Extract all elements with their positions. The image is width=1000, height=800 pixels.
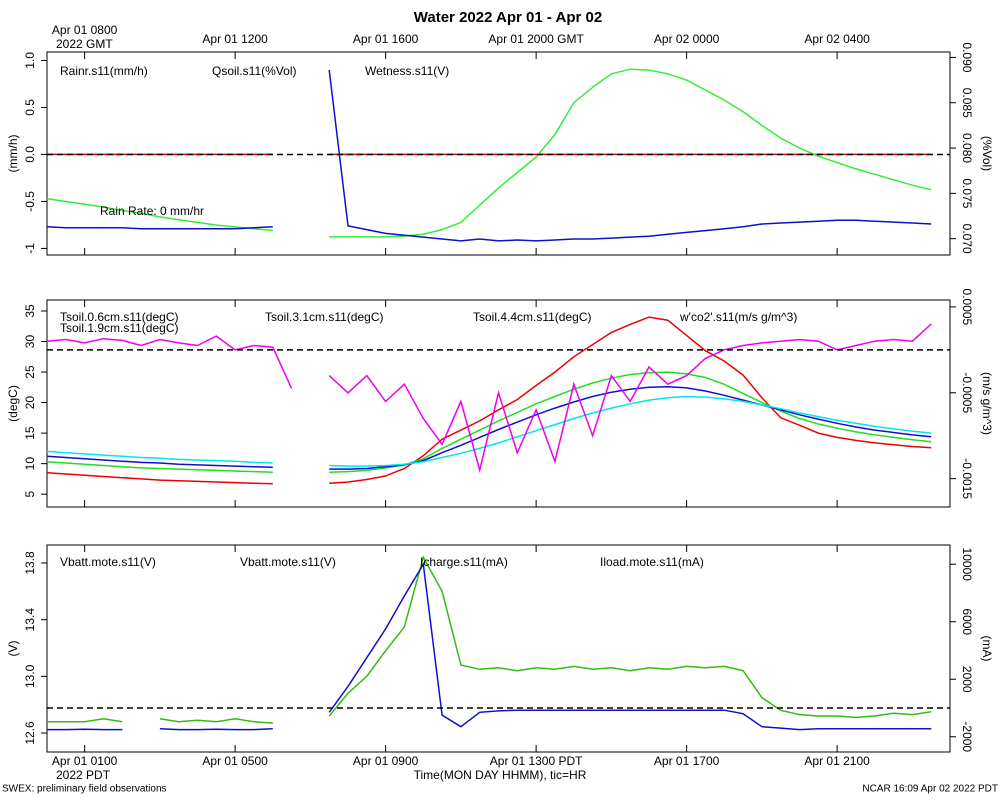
y2-tick-label: -0.0005 bbox=[960, 372, 974, 413]
y-tick-label: 20 bbox=[23, 396, 37, 410]
y-tick-label: 12.6 bbox=[23, 721, 37, 745]
x2-tick-label: Apr 01 0800 bbox=[52, 23, 118, 37]
y2-axis-title: (%Vol) bbox=[980, 136, 994, 171]
y-tick-label: 15 bbox=[23, 426, 37, 440]
legend-label: Qsoil.s11(%Vol) bbox=[212, 64, 296, 78]
x2-tick-label: Apr 01 1200 bbox=[202, 32, 268, 46]
legend-label: Tsoil.1.9cm.s11(degC) bbox=[60, 321, 179, 335]
y-axis-title: (V) bbox=[6, 641, 20, 657]
series-line bbox=[46, 316, 932, 485]
y-tick-label: 13.8 bbox=[23, 551, 37, 575]
x2-tick-label: Apr 02 0400 bbox=[804, 32, 870, 46]
series-line bbox=[46, 69, 932, 242]
y2-tick-label: 0.0005 bbox=[960, 289, 974, 326]
legend-label: Tsoil.3.1cm.s11(degC) bbox=[265, 310, 384, 324]
plot-frame bbox=[46, 51, 951, 256]
series-line bbox=[46, 323, 932, 474]
series-line bbox=[47, 555, 932, 724]
legend-label: Vbatt.mote.s11(V) bbox=[60, 555, 156, 569]
footer-left: SWEX: preliminary field observations bbox=[2, 784, 167, 795]
series-line bbox=[46, 371, 932, 473]
y2-tick-label: 0.085 bbox=[960, 88, 974, 118]
x2-tick-label: Apr 01 1600 bbox=[353, 32, 419, 46]
legend-label: Wetness.s11(V) bbox=[365, 64, 449, 78]
y2-tick-label: 0.075 bbox=[960, 178, 974, 208]
x-tick-label: Apr 01 2100 bbox=[804, 754, 870, 768]
plot-frame bbox=[46, 544, 951, 753]
x-year-label: 2022 PDT bbox=[56, 768, 111, 782]
y-tick-label: 10 bbox=[23, 457, 37, 471]
y2-tick-label: -2000 bbox=[960, 721, 974, 752]
x-tick-label: Apr 01 1700 bbox=[654, 754, 720, 768]
series-line bbox=[46, 68, 932, 238]
x-tick-label: Apr 01 1300 PDT bbox=[490, 754, 583, 768]
y-tick-label: 13.0 bbox=[23, 664, 37, 688]
y2-axis-title: (m/s g/m^3) bbox=[980, 372, 994, 435]
chart-title: Water 2022 Apr 01 - Apr 02 bbox=[414, 9, 602, 26]
footer-right: NCAR 16:09 Apr 02 2022 PDT bbox=[862, 784, 998, 795]
legend-label: Vbatt.mote.s11(V) bbox=[240, 555, 336, 569]
y-tick-label: 0.5 bbox=[23, 99, 37, 116]
y-tick-label: 0.0 bbox=[23, 146, 37, 163]
y-tick-label: 35 bbox=[23, 304, 37, 318]
x2-tick-label: Apr 01 2000 GMT bbox=[488, 32, 584, 46]
y2-tick-label: -0.0015 bbox=[960, 458, 974, 499]
legend-label: Tsoil.4.4cm.s11(degC) bbox=[473, 310, 592, 324]
y2-tick-label: 10000 bbox=[960, 548, 974, 582]
x-tick-label: Apr 01 0100 bbox=[52, 754, 118, 768]
y2-tick-label: 0.070 bbox=[960, 224, 974, 254]
legend-label: Tsoil.0.6cm.s11(degC) bbox=[60, 310, 179, 324]
x-tick-label: Apr 01 0500 bbox=[202, 754, 268, 768]
y-tick-label: 5 bbox=[23, 491, 37, 498]
plot-frame bbox=[46, 299, 951, 508]
y2-axis-title: (mA) bbox=[980, 636, 994, 662]
y-tick-label: 25 bbox=[23, 365, 37, 379]
legend-label: Iload.mote.s11(mA) bbox=[600, 555, 704, 569]
legend-label: Icharge.s11(mA) bbox=[420, 555, 508, 569]
x2-year-label: 2022 GMT bbox=[56, 37, 113, 51]
y2-tick-label: 0.090 bbox=[960, 42, 974, 72]
y2-tick-label: 6000 bbox=[960, 608, 974, 635]
series-line bbox=[46, 385, 932, 470]
series-line bbox=[46, 395, 932, 467]
x2-tick-label: Apr 02 0000 bbox=[654, 32, 720, 46]
legend-label: w'co2'.s11(m/s g/m^3) bbox=[679, 310, 797, 324]
y-tick-label: -0.5 bbox=[23, 191, 37, 212]
legend-label: Rainr.s11(mm/h) bbox=[60, 64, 148, 78]
series-line bbox=[47, 561, 932, 731]
y-tick-label: 30 bbox=[23, 335, 37, 349]
y-axis-title: (mm/h) bbox=[6, 135, 20, 173]
x-tick-label: Apr 01 0900 bbox=[353, 754, 419, 768]
y-tick-label: 13.4 bbox=[23, 608, 37, 632]
y2-tick-label: 0.080 bbox=[960, 133, 974, 163]
y-tick-label: -1 bbox=[23, 243, 37, 254]
annotation: Rain Rate: 0 mm/hr bbox=[100, 204, 204, 218]
y2-tick-label: 2000 bbox=[960, 666, 974, 693]
x-axis-title: Time(MON DAY HHMM), tic=HR bbox=[414, 768, 587, 782]
y-axis-title: (degC) bbox=[6, 385, 20, 422]
y-tick-label: 1.0 bbox=[23, 52, 37, 69]
